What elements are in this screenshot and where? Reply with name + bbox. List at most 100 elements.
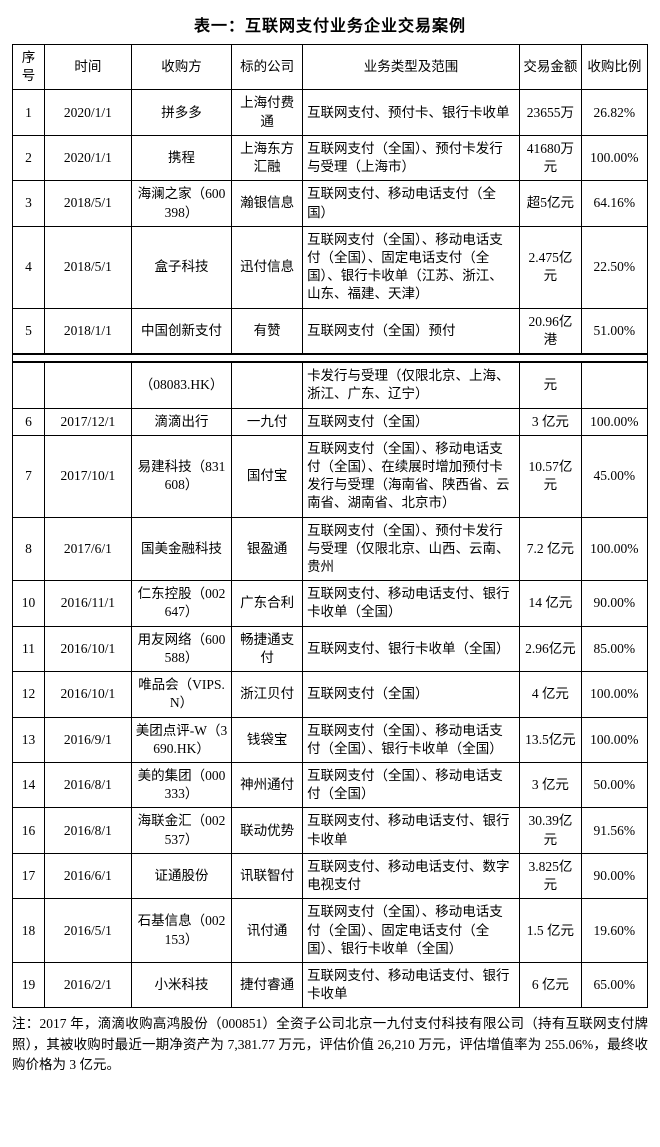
table-row: 112016/10/1用友网络（600588）畅捷通支付互联网支付、银行卡收单（…: [13, 626, 648, 671]
cell-buyer: 美的集团（000333）: [131, 763, 232, 808]
cell-target: 瀚银信息: [232, 181, 303, 226]
cell-time: 2020/1/1: [44, 90, 131, 135]
cell-buyer: 国美金融科技: [131, 517, 232, 581]
cell-target: 讯联智付: [232, 853, 303, 898]
cell-scope: 互联网支付（全国）、预付卡发行与受理（仅限北京、山西、云南、贵州: [303, 517, 520, 581]
cell-amt: 3 亿元: [520, 763, 582, 808]
cell-seq: 2: [13, 135, 45, 180]
cell-seq: 4: [13, 226, 45, 308]
cell-target: 畅捷通支付: [232, 626, 303, 671]
cell-time: 2016/8/1: [44, 808, 131, 853]
cell-scope: 互联网支付（全国）、移动电话支付（全国）: [303, 763, 520, 808]
cell-amt: 10.57亿元: [520, 435, 582, 517]
cell-amt: 超5亿元: [520, 181, 582, 226]
cell-scope: 互联网支付、移动电话支付、银行卡收单（全国）: [303, 581, 520, 626]
cell-target: 国付宝: [232, 435, 303, 517]
cell-scope: 卡发行与受理（仅限北京、上海、浙江、广东、辽宁）: [303, 362, 520, 408]
cell-time: 2018/5/1: [44, 181, 131, 226]
cell-pct: 91.56%: [581, 808, 647, 853]
cell-amt: 41680万元: [520, 135, 582, 180]
cell-pct: 85.00%: [581, 626, 647, 671]
cell-target: 捷付睿通: [232, 962, 303, 1007]
cell-scope: 互联网支付、预付卡、银行卡收单: [303, 90, 520, 135]
cell-scope: 互联网支付（全国）预付: [303, 308, 520, 354]
cell-buyer: 海澜之家（600398）: [131, 181, 232, 226]
cell-target: 上海付费通: [232, 90, 303, 135]
col-target: 标的公司: [232, 45, 303, 90]
cell-amt: 30.39亿元: [520, 808, 582, 853]
cell-buyer: 证通股份: [131, 853, 232, 898]
cell-buyer: 滴滴出行: [131, 408, 232, 435]
col-scope: 业务类型及范围: [303, 45, 520, 90]
cell-amt: 4 亿元: [520, 672, 582, 717]
cell-target: 银盈通: [232, 517, 303, 581]
cell-scope: 互联网支付（全国）、移动电话支付（全国）、在续展时增加预付卡发行与受理（海南省、…: [303, 435, 520, 517]
cell-scope: 互联网支付（全国）、移动电话支付（全国）、固定电话支付（全国）、银行卡收单（江苏…: [303, 226, 520, 308]
cell-seq: 5: [13, 308, 45, 354]
cell-time: 2016/10/1: [44, 626, 131, 671]
table-row: 132016/9/1美团点评-W（3690.HK）钱袋宝互联网支付（全国）、移动…: [13, 717, 648, 762]
cell-time: 2016/5/1: [44, 899, 131, 963]
table-row: 192016/2/1小米科技捷付睿通互联网支付、移动电话支付、银行卡收单6 亿元…: [13, 962, 648, 1007]
cell-amt: 20.96亿港: [520, 308, 582, 354]
table-row: 172016/6/1证通股份讯联智付互联网支付、移动电话支付、数字电视支付3.8…: [13, 853, 648, 898]
cell-buyer: （08083.HK）: [131, 362, 232, 408]
cell-target: [232, 362, 303, 408]
table-title: 表一：互联网支付业务企业交易案例: [12, 12, 648, 36]
table-row: 62017/12/1滴滴出行一九付互联网支付（全国）3 亿元100.00%: [13, 408, 648, 435]
cell-seq: 13: [13, 717, 45, 762]
cell-buyer: 中国创新支付: [131, 308, 232, 354]
cell-target: 上海东方汇融: [232, 135, 303, 180]
cell-pct: 50.00%: [581, 763, 647, 808]
cell-buyer: 石基信息（002153）: [131, 899, 232, 963]
transactions-table: 序号 时间 收购方 标的公司 业务类型及范围 交易金额 收购比例 12020/1…: [12, 44, 648, 1008]
table-row: （08083.HK） 卡发行与受理（仅限北京、上海、浙江、广东、辽宁）元: [13, 362, 648, 408]
cell-scope: 互联网支付（全国）、移动电话支付（全国）、银行卡收单（全国）: [303, 717, 520, 762]
cell-amt: 13.5亿元: [520, 717, 582, 762]
cell-seq: 1: [13, 90, 45, 135]
cell-amt: 14 亿元: [520, 581, 582, 626]
cell-scope: 互联网支付（全国）: [303, 408, 520, 435]
cell-seq: 14: [13, 763, 45, 808]
cell-pct: 100.00%: [581, 517, 647, 581]
cell-scope: 互联网支付、移动电话支付、银行卡收单: [303, 808, 520, 853]
table-row: 32018/5/1海澜之家（600398）瀚银信息互联网支付、移动电话支付（全国…: [13, 181, 648, 226]
cell-target: 广东合利: [232, 581, 303, 626]
table-row: 162016/8/1海联金汇（002537）联动优势互联网支付、移动电话支付、银…: [13, 808, 648, 853]
table-footnote: 注：2017 年，滴滴收购高鸿股份（000851）全资子公司北京一九付支付科技有…: [12, 1014, 648, 1075]
table-row: 82017/6/1国美金融科技银盈通互联网支付（全国）、预付卡发行与受理（仅限北…: [13, 517, 648, 581]
cell-time: 2018/5/1: [44, 226, 131, 308]
cell-seq: [13, 362, 45, 408]
cell-scope: 互联网支付（全国）、预付卡发行与受理（上海市）: [303, 135, 520, 180]
cell-pct: 100.00%: [581, 672, 647, 717]
cell-seq: 6: [13, 408, 45, 435]
cell-seq: 7: [13, 435, 45, 517]
cell-scope: 互联网支付、银行卡收单（全国）: [303, 626, 520, 671]
cell-time: 2016/8/1: [44, 763, 131, 808]
cell-pct: 90.00%: [581, 581, 647, 626]
cell-seq: 19: [13, 962, 45, 1007]
cell-seq: 18: [13, 899, 45, 963]
cell-amt: 元: [520, 362, 582, 408]
cell-amt: 7.2 亿元: [520, 517, 582, 581]
cell-scope: 互联网支付、移动电话支付、银行卡收单: [303, 962, 520, 1007]
cell-time: 2020/1/1: [44, 135, 131, 180]
cell-pct: 64.16%: [581, 181, 647, 226]
col-amt: 交易金额: [520, 45, 582, 90]
table-gap: [13, 354, 648, 362]
table-row: 142016/8/1美的集团（000333）神州通付互联网支付（全国）、移动电话…: [13, 763, 648, 808]
col-buyer: 收购方: [131, 45, 232, 90]
cell-buyer: 携程: [131, 135, 232, 180]
cell-seq: 11: [13, 626, 45, 671]
cell-seq: 3: [13, 181, 45, 226]
cell-seq: 10: [13, 581, 45, 626]
cell-time: 2016/2/1: [44, 962, 131, 1007]
table-row: 122016/10/1唯品会（VIPS.N）浙江贝付互联网支付（全国）4 亿元1…: [13, 672, 648, 717]
cell-target: 联动优势: [232, 808, 303, 853]
cell-time: 2016/9/1: [44, 717, 131, 762]
cell-buyer: 海联金汇（002537）: [131, 808, 232, 853]
cell-buyer: 盒子科技: [131, 226, 232, 308]
cell-seq: 17: [13, 853, 45, 898]
cell-pct: 90.00%: [581, 853, 647, 898]
cell-target: 钱袋宝: [232, 717, 303, 762]
